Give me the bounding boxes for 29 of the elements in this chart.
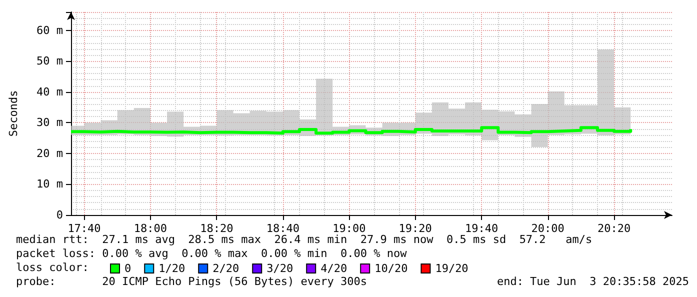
text: packet loss: 0.00 % avg 0.00 % max 0.00 % min 0.00 % now bbox=[16, 247, 408, 260]
legend-label: 10/20 bbox=[374, 262, 408, 275]
y-tick-label: 40 m bbox=[36, 85, 64, 98]
x-tick-label: 19:00 bbox=[332, 222, 366, 235]
x-tick-label: 20:20 bbox=[597, 222, 631, 235]
y-tick-label: 10 m bbox=[36, 178, 64, 191]
x-tick-label: 18:40 bbox=[266, 222, 300, 235]
legend-label: 2/20 bbox=[212, 262, 240, 275]
legend-label: 1/20 bbox=[158, 262, 186, 275]
x-tick-label: 17:40 bbox=[68, 222, 101, 235]
text: probe: 20 ICMP Echo Pings (56 Bytes) every 300s bbox=[16, 275, 367, 288]
x-tick-label: 19:20 bbox=[398, 222, 432, 235]
x-tick-label: 19:40 bbox=[465, 222, 498, 235]
y-tick-label: 20 m bbox=[36, 146, 64, 160]
text: median rtt: 27.1 ms avg 28.5 ms max 26.4 ms min 27.9 ms now 0.5 ms sd 57.2 am/s bbox=[16, 233, 592, 246]
legend-label: 0 bbox=[124, 262, 132, 275]
y-tick-label: 50 m bbox=[36, 54, 64, 68]
text: loss color: bbox=[16, 261, 89, 274]
legend-label: 3/20 bbox=[266, 262, 294, 275]
x-tick-label: 18:00 bbox=[134, 222, 168, 235]
legend-label: 19/20 bbox=[435, 262, 468, 275]
legend-label: 4/20 bbox=[320, 262, 348, 275]
y-tick-label: 30 m bbox=[36, 116, 64, 130]
x-tick-label: 18:20 bbox=[200, 222, 234, 235]
y-tick-label: 60 m bbox=[36, 24, 64, 37]
x-tick-label: 20:00 bbox=[531, 222, 564, 235]
y-axis-title: Seconds bbox=[7, 90, 20, 137]
text: end: Tue Jun 3 20:35:58 2025 bbox=[496, 275, 690, 288]
y-tick-label: 0 bbox=[56, 208, 63, 222]
